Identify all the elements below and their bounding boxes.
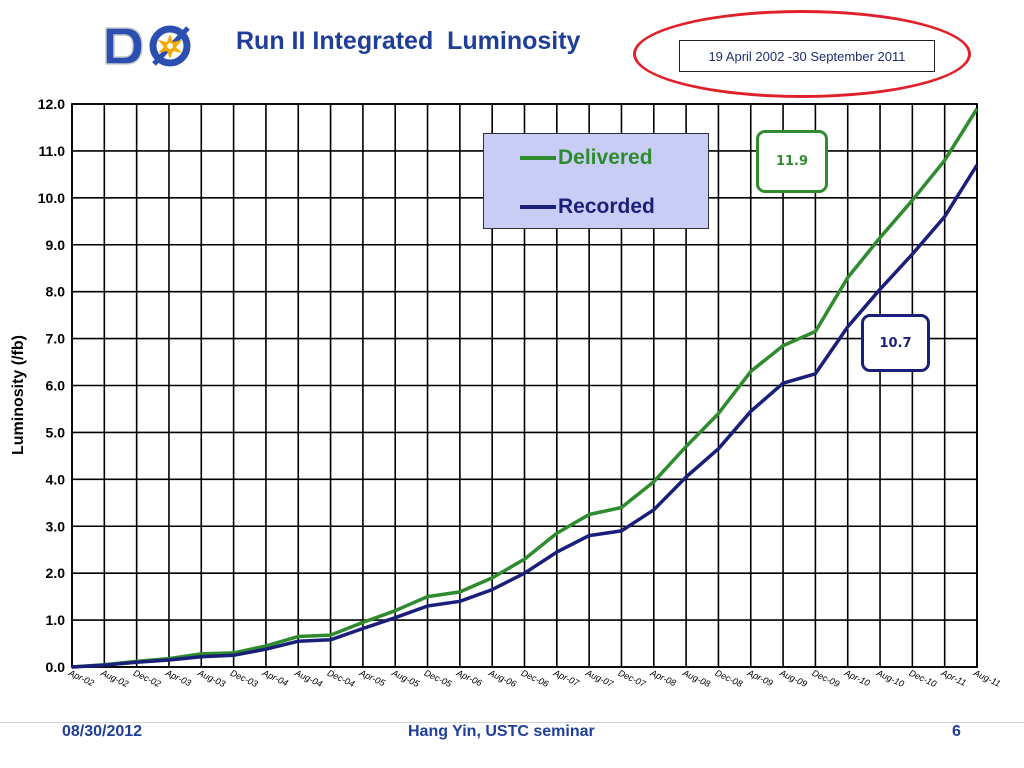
plot-border [71, 103, 978, 668]
x-tick-label: Apr-07 [551, 667, 581, 688]
x-tick-label: Aug-06 [486, 667, 517, 689]
series-line-recorded [71, 164, 979, 669]
x-tick-label: Dec-07 [617, 668, 648, 690]
x-tick-label: Apr-03 [163, 667, 192, 688]
y-tick-label: 7.0 [46, 331, 66, 347]
x-tick-label: Dec-02 [132, 668, 163, 689]
x-tick-label: Aug-09 [777, 667, 808, 689]
y-tick-label: 10.0 [38, 190, 65, 206]
x-tick-label: Aug-08 [680, 667, 711, 689]
x-tick-label: Apr-11 [939, 667, 968, 688]
legend-swatch-recorded [520, 205, 556, 209]
legend-label-delivered: Delivered [558, 146, 653, 169]
x-tick-label: Apr-04 [260, 667, 289, 688]
x-tick-label: Apr-05 [357, 667, 387, 688]
slide-frame [0, 722, 1024, 723]
x-tick-label: Apr-08 [648, 667, 677, 688]
date-range-box: 19 April 2002 -30 September 2011 [679, 40, 935, 72]
highlight-ellipse [633, 10, 971, 98]
x-tick-label: Dec-06 [520, 668, 551, 689]
x-tick-label: Dec-09 [811, 668, 842, 689]
y-axis-label: Luminosity (/fb) [10, 335, 27, 455]
footer-presenter: Hang Yin, USTC seminar [408, 723, 595, 740]
x-tick-label: Aug-11 [971, 667, 1002, 688]
recorded-value-label: 10.7 [861, 314, 930, 372]
x-tick-label: Dec-05 [423, 668, 454, 690]
y-tick-label: 9.0 [46, 237, 66, 253]
y-tick-label: 2.0 [46, 565, 66, 581]
x-tick-label: Dec-03 [229, 668, 260, 689]
series-line-delivered [71, 107, 979, 669]
x-tick-label: Apr-09 [745, 667, 774, 688]
y-tick-label: 6.0 [46, 378, 66, 394]
x-tick-label: Apr-06 [454, 667, 483, 688]
x-tick-label: Dec-04 [326, 668, 357, 689]
y-tick-label: 12.0 [38, 96, 65, 112]
y-tick-label: 1.0 [46, 612, 66, 628]
x-tick-label: Dec-10 [908, 668, 939, 689]
footer-date: 08/30/2012 [62, 723, 143, 740]
legend-item-recorded: Recorded [520, 195, 655, 219]
legend-label-recorded: Recorded [558, 195, 655, 218]
footer-page-number: 6 [952, 723, 961, 740]
y-tick-label: 5.0 [46, 424, 66, 440]
chart-legend: Delivered Recorded [483, 133, 709, 229]
delivered-value-label: 11.9 [756, 130, 828, 193]
y-tick-label: 4.0 [46, 471, 66, 487]
x-tick-label: Aug-04 [292, 667, 323, 689]
x-tick-label: Aug-02 [99, 667, 130, 689]
y-tick-label: 11.0 [39, 143, 66, 159]
x-tick-label: Aug-07 [583, 667, 615, 689]
chart-title: Run II Integrated Luminosity [236, 27, 581, 55]
y-tick-label: 3.0 [46, 518, 66, 534]
x-tick-label: Aug-10 [874, 667, 905, 689]
y-tick-label: 8.0 [46, 284, 66, 300]
legend-item-delivered: Delivered [520, 146, 653, 170]
x-tick-label: Dec-08 [714, 668, 745, 689]
x-tick-label: Apr-10 [842, 667, 871, 688]
d0-logo-icon [102, 25, 198, 67]
legend-swatch-delivered [520, 156, 556, 160]
x-tick-label: Aug-05 [389, 667, 421, 689]
y-tick-label: 0.0 [46, 659, 66, 675]
x-tick-label: Apr-02 [66, 667, 95, 688]
x-tick-label: Aug-03 [196, 667, 227, 689]
